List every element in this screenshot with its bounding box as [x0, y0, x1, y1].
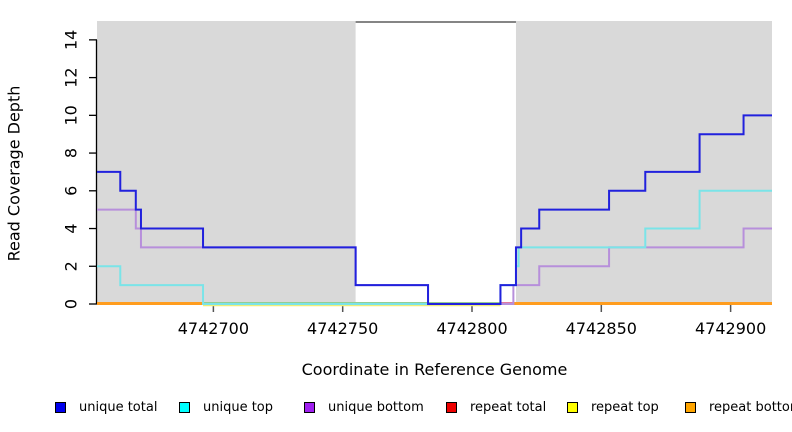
legend-label: repeat bottom [709, 399, 792, 415]
legend-label: repeat total [470, 399, 547, 415]
legend-item-unique-total: unique total [55, 399, 157, 415]
svg-text:14: 14 [62, 30, 81, 50]
legend-item-repeat-total: repeat total [446, 399, 546, 415]
x-axis-title: Coordinate in Reference Genome [301, 360, 568, 379]
svg-text:4742850: 4742850 [566, 319, 637, 338]
legend-label: repeat top [591, 399, 659, 415]
svg-text:2: 2 [62, 261, 81, 271]
svg-text:4: 4 [62, 223, 81, 233]
repeat-top-swatch-icon [567, 401, 578, 413]
repeat-total-swatch-icon [446, 401, 457, 413]
svg-text:4742800: 4742800 [436, 319, 507, 338]
svg-text:4742750: 4742750 [307, 319, 378, 338]
svg-text:6: 6 [62, 186, 81, 196]
unique-total-swatch-icon [55, 401, 66, 413]
legend-item-repeat-top: repeat top [567, 399, 659, 415]
y-axis-title: Read Coverage Depth [4, 85, 24, 262]
svg-text:10: 10 [62, 105, 81, 125]
unique-top-swatch-icon [179, 401, 190, 413]
svg-text:8: 8 [62, 148, 81, 158]
svg-text:0: 0 [62, 299, 81, 309]
svg-text:4742900: 4742900 [695, 319, 766, 338]
legend-item-unique-top: unique top [179, 399, 273, 415]
repeat-bottom-swatch-icon [685, 401, 696, 413]
legend-label: unique top [203, 399, 274, 415]
legend-label: unique bottom [328, 399, 424, 415]
legend-label: unique total [79, 399, 158, 415]
svg-text:4742700: 4742700 [178, 319, 249, 338]
legend-item-unique-bottom: unique bottom [304, 399, 424, 415]
legend-item-repeat-bottom: repeat bottom [685, 399, 792, 415]
unique-bottom-swatch-icon [304, 401, 315, 413]
svg-text:12: 12 [62, 67, 81, 87]
legend: unique total unique top unique bottom re… [0, 399, 792, 419]
